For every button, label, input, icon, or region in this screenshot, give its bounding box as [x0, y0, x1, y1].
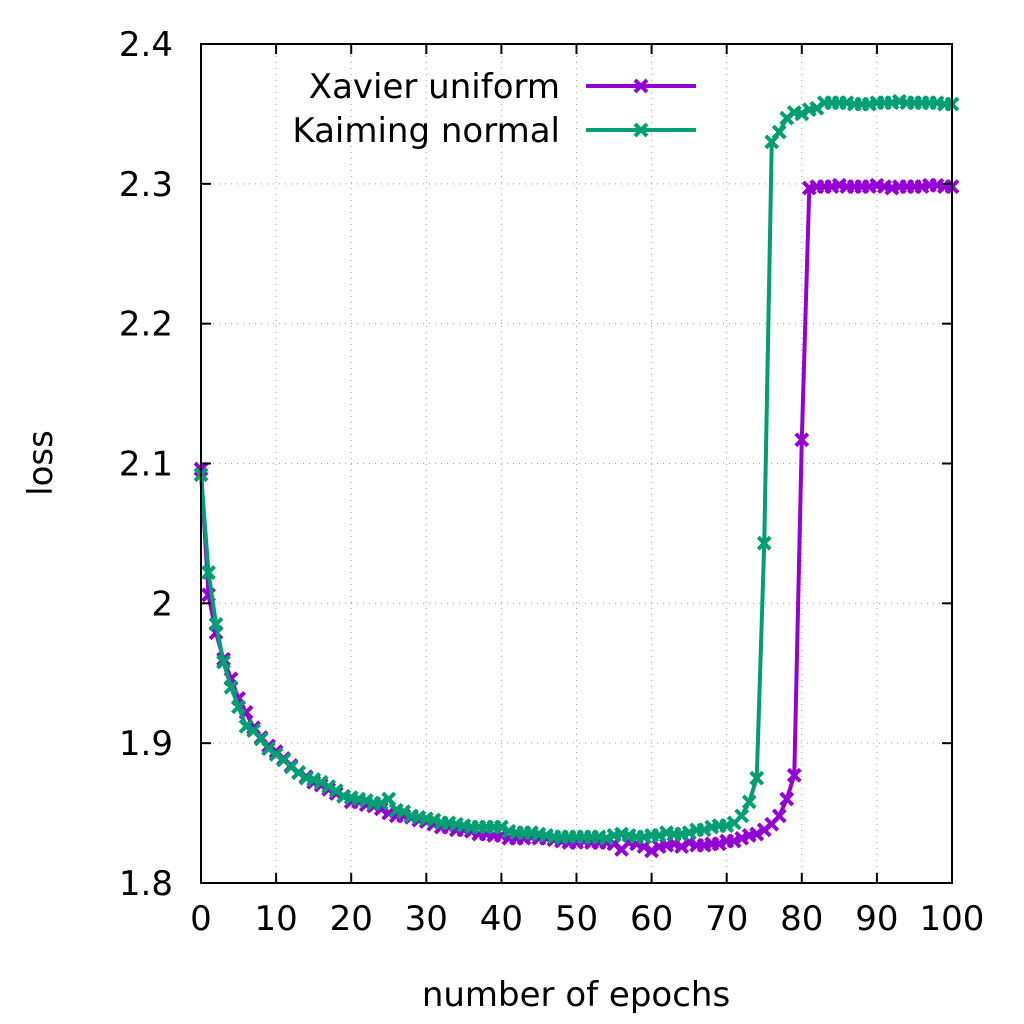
- legend-marker-kaiming-normal: [633, 122, 649, 138]
- data-point: [771, 124, 787, 140]
- data-point: [321, 779, 337, 794]
- legend: Xavier uniform Kaiming normal: [292, 67, 696, 151]
- series-kaiming-normal: [193, 93, 960, 846]
- data-point: [238, 718, 254, 734]
- series-line-kaiming-normal: [199, 99, 952, 841]
- legend-label-kaiming-normal: Kaiming normal: [292, 111, 560, 151]
- y-tick-label: 1.9: [119, 724, 173, 764]
- y-tick-label: 1.8: [119, 864, 173, 904]
- data-point: [201, 565, 216, 580]
- y-tick-label: 2.2: [119, 305, 173, 345]
- y-tick-label: 2.3: [119, 165, 173, 205]
- legend-label-xavier-uniform: Xavier uniform: [309, 67, 560, 107]
- data-point: [644, 843, 660, 859]
- tick-layer: 0 10 20 30 40 50 60 70 80 90 100 1.8 1.9 2 2.1 2.2 2.3 2.…: [119, 25, 985, 939]
- data-point: [313, 774, 329, 790]
- x-tick-label: 90: [855, 899, 898, 939]
- y-axis-label: loss: [21, 430, 61, 496]
- data-point: [674, 839, 690, 855]
- x-tick-label: 50: [555, 899, 598, 939]
- x-tick-label: 80: [780, 899, 823, 939]
- y-tick-label: 2: [151, 584, 173, 624]
- data-point: [216, 654, 231, 670]
- data-point: [749, 770, 765, 786]
- data-point: [493, 819, 509, 835]
- series-layer: [193, 93, 960, 859]
- x-tick-label: 0: [190, 899, 212, 939]
- x-axis-label: number of epochs: [422, 975, 730, 1015]
- data-point: [786, 767, 802, 783]
- x-tick-label: 60: [630, 899, 673, 939]
- data-point: [373, 795, 389, 811]
- data-point: [794, 432, 810, 448]
- data-point: [794, 106, 810, 122]
- y-tick-label: 2.1: [119, 445, 173, 485]
- plot-frame: [200, 43, 953, 884]
- data-point: [734, 808, 750, 824]
- x-tick-label: 10: [254, 899, 297, 939]
- data-point: [381, 791, 397, 807]
- data-point: [771, 808, 787, 824]
- x-tick-label: 100: [920, 899, 985, 939]
- data-point: [231, 699, 246, 715]
- data-point: [741, 794, 757, 810]
- data-point: [749, 826, 765, 842]
- data-point: [223, 679, 239, 695]
- legend-marker-xavier-uniform: [633, 78, 649, 94]
- x-tick-label: 30: [405, 899, 448, 939]
- data-point: [779, 791, 795, 807]
- x-tick-label: 40: [480, 899, 523, 939]
- data-point: [208, 616, 224, 632]
- x-tick-label: 70: [705, 899, 748, 939]
- x-tick-label: 20: [330, 899, 373, 939]
- data-point: [756, 535, 772, 551]
- grid-layer: [201, 44, 952, 883]
- data-point: [396, 804, 412, 820]
- y-tick-label: 2.4: [119, 25, 173, 65]
